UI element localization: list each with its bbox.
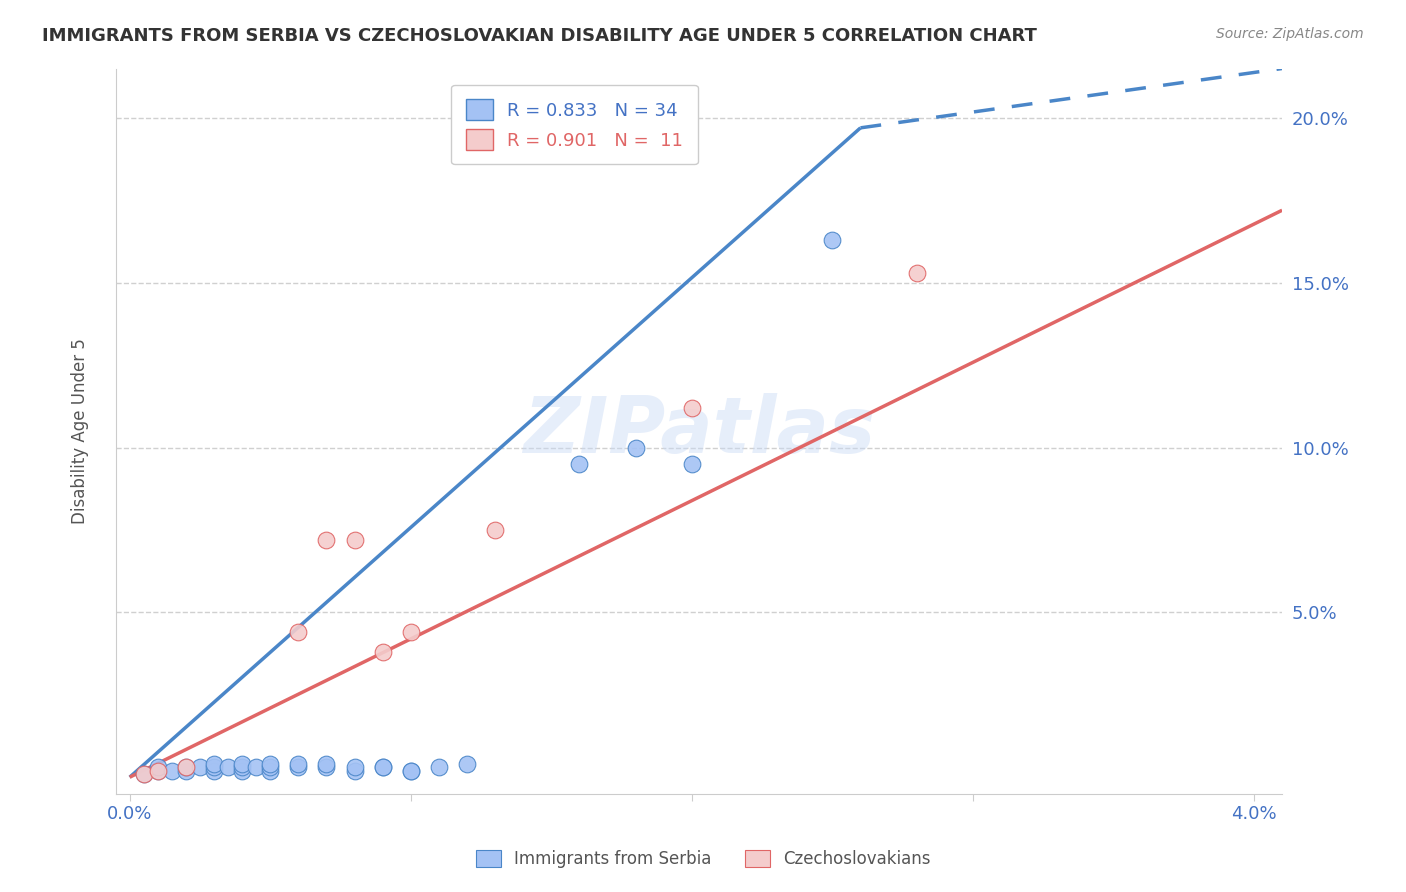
Legend: Immigrants from Serbia, Czechoslovakians: Immigrants from Serbia, Czechoslovakians bbox=[468, 843, 938, 875]
Text: ZIPatlas: ZIPatlas bbox=[523, 393, 875, 469]
Text: IMMIGRANTS FROM SERBIA VS CZECHOSLOVAKIAN DISABILITY AGE UNDER 5 CORRELATION CHA: IMMIGRANTS FROM SERBIA VS CZECHOSLOVAKIA… bbox=[42, 27, 1038, 45]
Text: Source: ZipAtlas.com: Source: ZipAtlas.com bbox=[1216, 27, 1364, 41]
Legend: R = 0.833   N = 34, R = 0.901   N =  11: R = 0.833 N = 34, R = 0.901 N = 11 bbox=[451, 85, 697, 164]
Y-axis label: Disability Age Under 5: Disability Age Under 5 bbox=[72, 338, 89, 524]
